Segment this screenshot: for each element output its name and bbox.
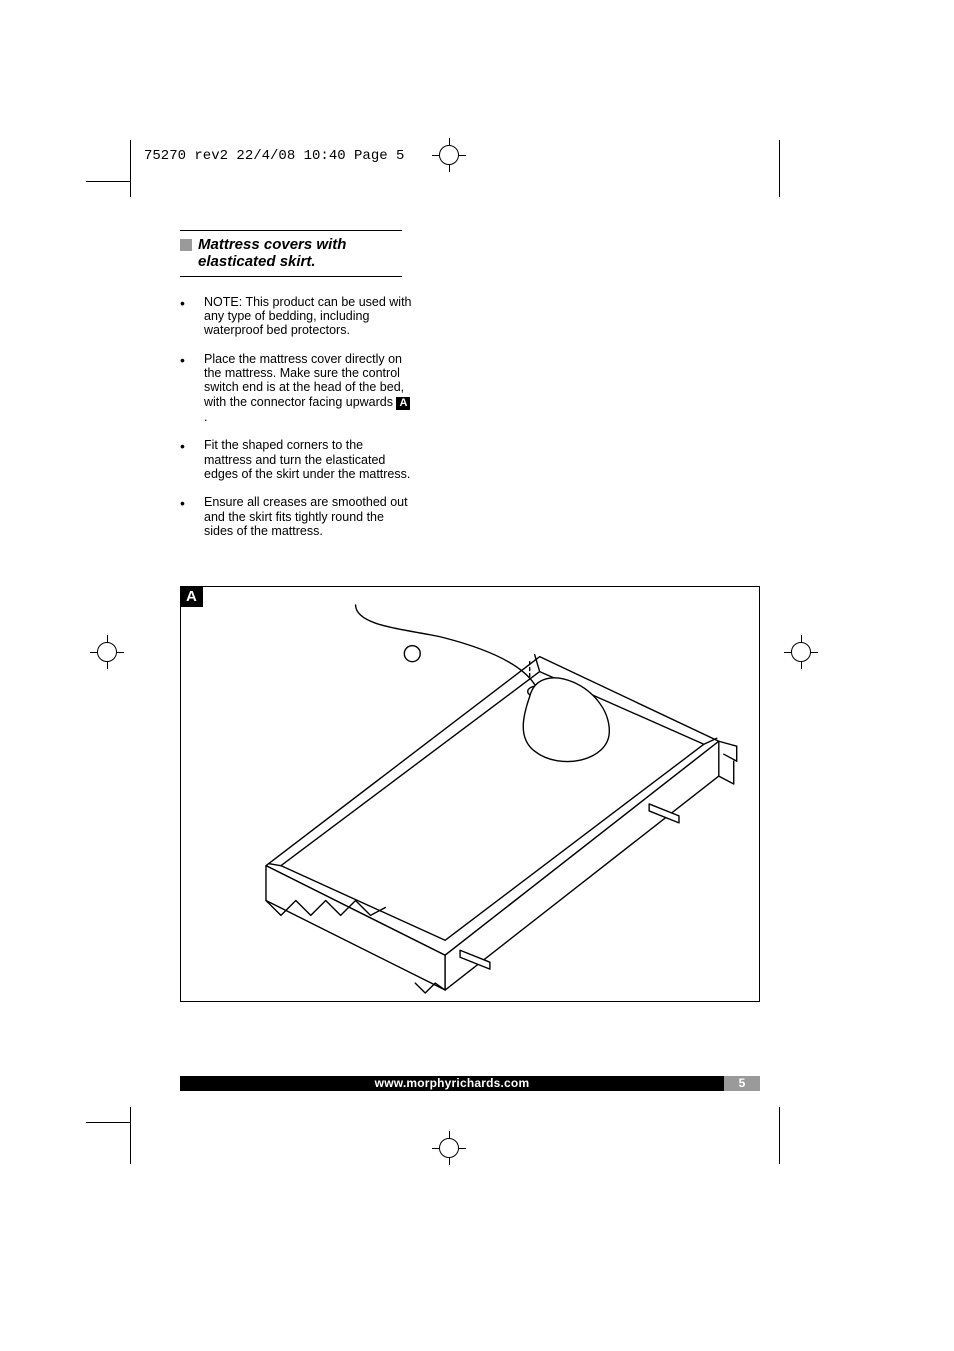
figure-a: A <box>180 586 760 1002</box>
crop-mark <box>130 1107 131 1164</box>
list-item-text: NOTE: This product can be used with any … <box>204 295 413 338</box>
registration-mark <box>97 642 117 662</box>
list-item: • Ensure all creases are smoothed out an… <box>180 495 413 538</box>
content-column: Mattress covers with elasticated skirt. … <box>180 230 760 552</box>
text-fragment: . <box>204 410 207 424</box>
text-fragment: Place the mattress cover directly on the… <box>204 352 404 409</box>
bullet-dot: • <box>180 495 204 538</box>
crop-mark <box>86 181 130 182</box>
page-footer: www.morphyrichards.com 5 <box>180 1076 760 1091</box>
heading-bullet-square <box>180 239 192 251</box>
list-item-text: Ensure all creases are smoothed out and … <box>204 495 413 538</box>
instruction-list: • NOTE: This product can be used with an… <box>180 295 413 539</box>
footer-url: www.morphyrichards.com <box>180 1076 724 1091</box>
crop-mark <box>779 1107 780 1164</box>
page-number: 5 <box>724 1076 760 1091</box>
section-heading: Mattress covers with elasticated skirt. <box>180 236 402 274</box>
list-item: • Place the mattress cover directly on t… <box>180 352 413 425</box>
list-item: • Fit the shaped corners to the mattress… <box>180 438 413 481</box>
crop-mark <box>130 140 131 197</box>
registration-mark <box>439 1138 459 1158</box>
bullet-dot: • <box>180 438 204 481</box>
list-item: • NOTE: This product can be used with an… <box>180 295 413 338</box>
crop-mark <box>86 1122 130 1123</box>
registration-mark <box>791 642 811 662</box>
registration-mark <box>439 145 459 165</box>
heading-rule-bottom <box>180 276 402 277</box>
mattress-diagram-icon <box>181 587 759 1001</box>
figure-ref-badge: A <box>396 397 410 410</box>
bullet-dot: • <box>180 352 204 425</box>
bullet-dot: • <box>180 295 204 338</box>
print-header-text: 75270 rev2 22/4/08 10:40 Page 5 <box>144 148 404 164</box>
heading-text: Mattress covers with elasticated skirt. <box>198 236 402 271</box>
list-item-text: Place the mattress cover directly on the… <box>204 352 413 425</box>
list-item-text: Fit the shaped corners to the mattress a… <box>204 438 413 481</box>
page-container: 75270 rev2 22/4/08 10:40 Page 5 Mattress… <box>0 0 954 1351</box>
crop-mark <box>779 140 780 197</box>
